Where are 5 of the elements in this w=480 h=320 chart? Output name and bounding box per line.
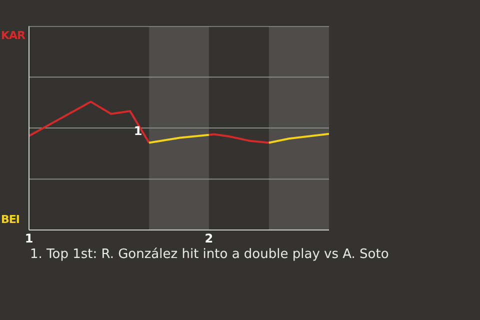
annotation: 1: [134, 124, 142, 138]
text: 1. Top 1st: R. González hit into a double play vs A. Soto: [30, 247, 389, 262]
x-tick-label: 2: [204, 232, 214, 246]
text: BEI: [1, 213, 20, 226]
text: KAR: [1, 29, 26, 42]
